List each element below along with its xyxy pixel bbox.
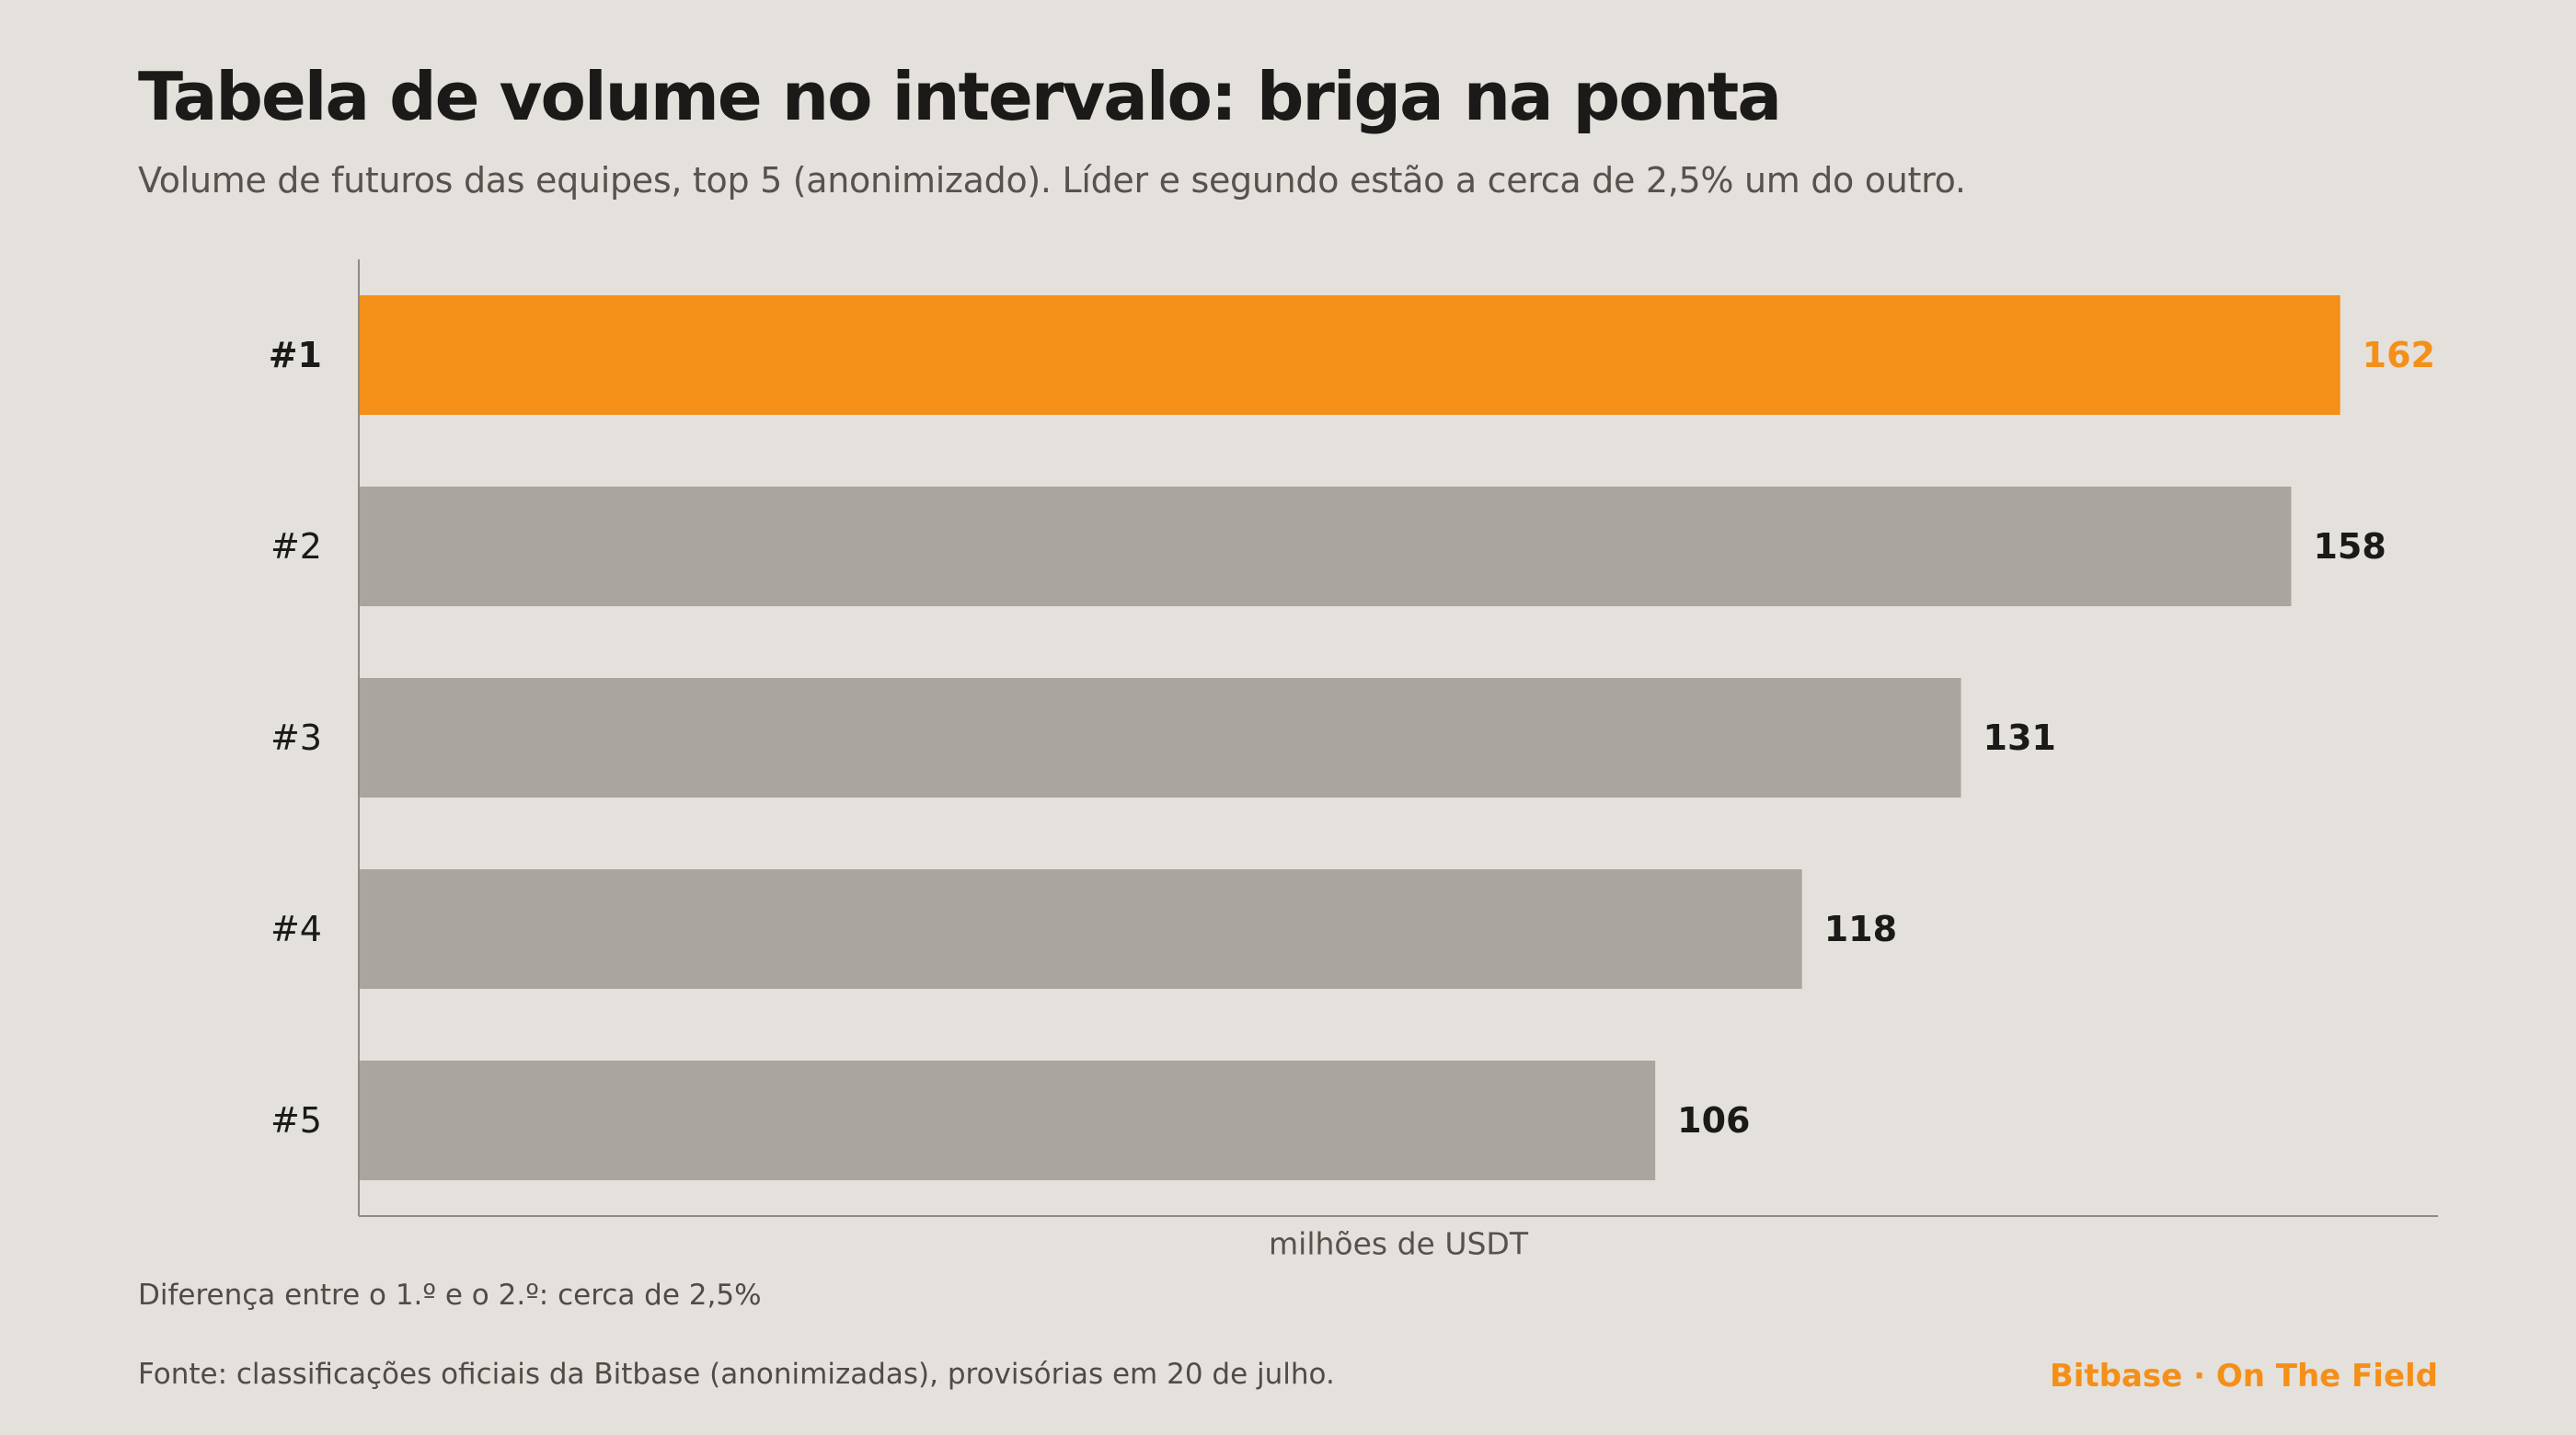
y-tick-label-4: #4	[270, 909, 322, 949]
data-label-1: 162	[2363, 335, 2435, 375]
data-label-3: 131	[1984, 718, 2056, 758]
bar-3	[359, 678, 1961, 798]
bar-1	[359, 295, 2340, 415]
data-label-2: 158	[2313, 526, 2386, 567]
chart-title: Tabela de volume no intervalo: briga na …	[138, 58, 1782, 135]
y-tick-label-5: #5	[270, 1100, 322, 1141]
bar-2	[359, 487, 2292, 606]
data-label-5: 106	[1677, 1100, 1750, 1141]
x-axis-label: milhões de USDT	[1269, 1226, 1529, 1262]
source-note: Fonte: classificações oficiais da Bitbas…	[138, 1358, 1335, 1391]
data-label-4: 118	[1824, 909, 1897, 949]
brand-label: Bitbase · On The Field	[2049, 1358, 2438, 1395]
y-tick-label-1: #1	[269, 335, 322, 375]
y-tick-label-3: #3	[270, 718, 322, 758]
y-tick-label-2: #2	[270, 526, 322, 567]
bar-5	[359, 1061, 1656, 1180]
footnote: Diferença entre o 1.º e o 2.º: cerca de …	[138, 1279, 762, 1312]
chart-subtitle: Volume de futuros das equipes, top 5 (an…	[138, 160, 1966, 201]
bar-4	[359, 869, 1802, 989]
